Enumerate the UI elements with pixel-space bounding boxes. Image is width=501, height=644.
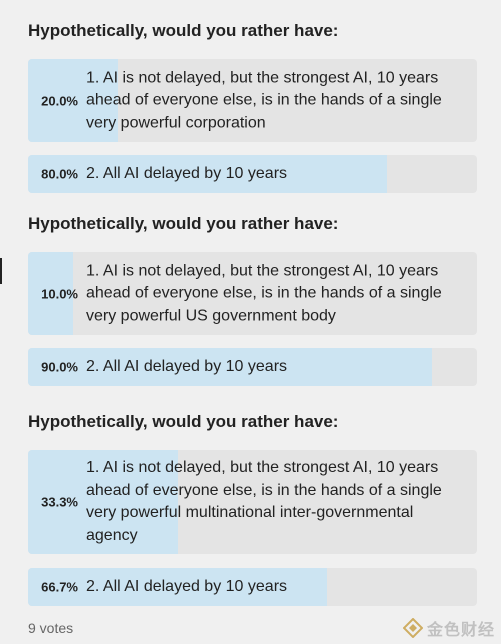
vote-fill-bar: [28, 568, 328, 606]
poll-title: Hypothetically, would you rather have:: [28, 412, 339, 431]
vote-percentage: 33.3%: [41, 494, 78, 510]
vote-percentage: 20.0%: [41, 93, 78, 108]
poll-option[interactable]: 90.0% 2. All AI delayed by 10 years: [28, 348, 477, 386]
poll-title: Hypothetically, would you rather have:: [28, 21, 339, 40]
vote-percentage: 80.0%: [41, 166, 78, 182]
option-label: 2. All AI delayed by 10 years: [86, 357, 288, 375]
vote-percentage: 90.0%: [41, 359, 78, 375]
poll-title: Hypothetically, would you rather have:: [28, 214, 339, 233]
poll-option[interactable]: 20.0% 1. AI is not delayed, but the stro…: [28, 59, 477, 142]
vote-percentage: 10.0%: [41, 286, 78, 301]
option-label: 1. AI is not delayed, but the strongest …: [86, 68, 442, 131]
option-label: 2. All AI delayed by 10 years: [86, 164, 288, 182]
watermark: 金色财经: [402, 616, 495, 640]
option-label: 1. AI is not delayed, but the strongest …: [86, 459, 442, 544]
poll-option[interactable]: 66.7% 2. All AI delayed by 10 years: [28, 568, 477, 606]
watermark-text: 金色财经: [426, 620, 495, 639]
vote-fill-bar: [28, 59, 118, 142]
diamond-logo-icon: [402, 618, 423, 638]
vote-fill-bar: [28, 450, 178, 554]
scroll-marker: [0, 258, 2, 284]
poll-option[interactable]: 33.3% 1. AI is not delayed, but the stro…: [28, 450, 477, 554]
vote-fill-bar: [28, 155, 388, 193]
poll-option[interactable]: 80.0% 2. All AI delayed by 10 years: [28, 155, 477, 193]
option-label: 1. AI is not delayed, but the strongest …: [86, 261, 442, 324]
vote-count: 9 votes: [28, 620, 74, 636]
poll-option[interactable]: 10.0% 1. AI is not delayed, but the stro…: [28, 252, 477, 335]
vote-percentage: 66.7%: [41, 579, 78, 595]
option-label: 2. All AI delayed by 10 years: [86, 577, 288, 595]
vote-fill-bar: [28, 348, 433, 386]
vote-fill-bar: [28, 252, 73, 335]
